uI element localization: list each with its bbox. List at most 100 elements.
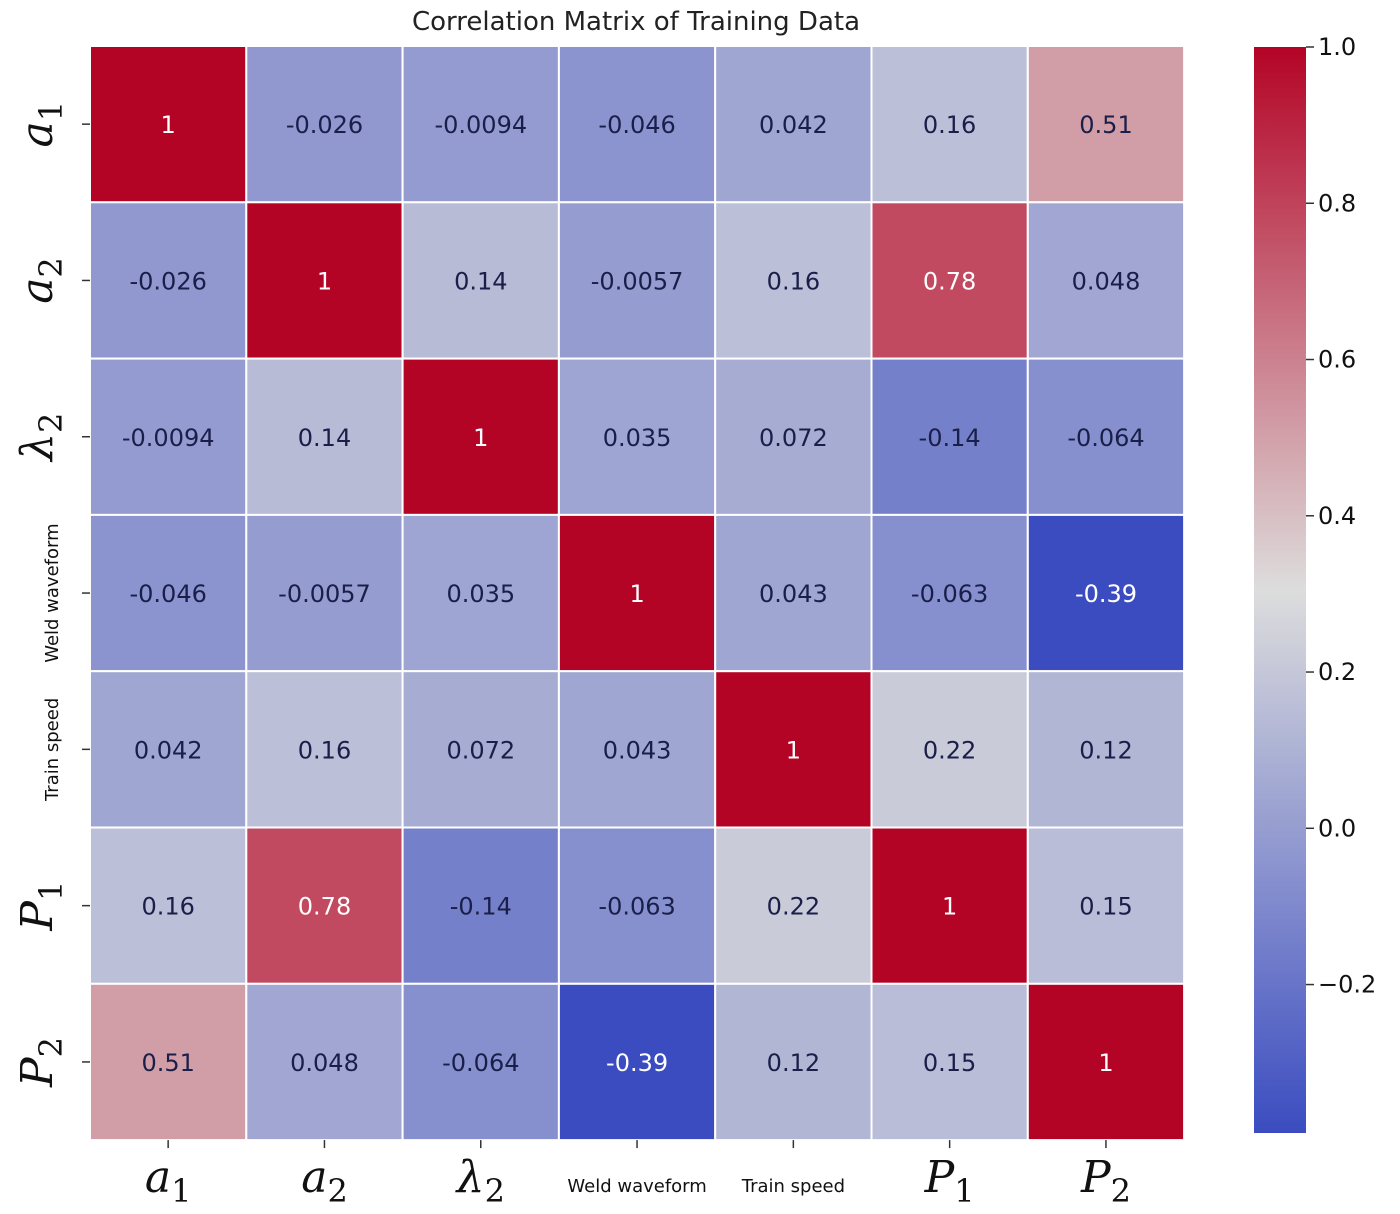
cell-value-label: 0.048: [1072, 268, 1141, 296]
y-axis-label: Train speed: [42, 698, 63, 802]
x-axis-label: Weld waveform: [567, 1176, 706, 1197]
heatmap-cell: [557, 45, 717, 204]
cell-value-label: -0.14: [450, 893, 512, 921]
heatmap-cell: [89, 670, 248, 829]
cell-value-label: 0.072: [446, 736, 515, 764]
y-axis-label: P1: [12, 881, 70, 932]
cell-value-label: 0.16: [767, 268, 820, 296]
cell-value-label: -0.0094: [122, 424, 215, 452]
heatmap-cell: [1026, 201, 1186, 360]
cell-value-label: 1: [161, 111, 176, 139]
colorbar-tick-label: 0.8: [1318, 189, 1356, 217]
cell-value-label: 0.51: [1079, 111, 1132, 139]
cell-value-label: 0.22: [767, 893, 820, 921]
cell-value-label: -0.026: [286, 111, 363, 139]
cell-value-label: 0.15: [923, 1049, 976, 1077]
cell-value-label: -0.0057: [591, 268, 684, 296]
heatmap-cell: [714, 982, 873, 1142]
colorbar-gradient: [1254, 47, 1306, 1133]
heatmap-cell: [1026, 670, 1186, 829]
heatmap-cell: [245, 826, 404, 985]
heatmap-cell: [557, 513, 717, 673]
colorbar-tick-label: 0.6: [1318, 346, 1356, 374]
heatmap-cell: [401, 670, 560, 829]
heatmap-cells: [89, 45, 1186, 1142]
heatmap-cell: [557, 826, 717, 985]
y-axis-label: a1: [12, 101, 70, 148]
heatmap-cell: [245, 513, 404, 673]
cell-value-label: -0.063: [598, 893, 675, 921]
cell-value-label: -0.046: [598, 111, 675, 139]
heatmap-cell: [870, 45, 1029, 204]
colorbar-tick-label: 0.2: [1318, 658, 1356, 686]
colorbar-tick-label: 1.0: [1318, 33, 1356, 61]
cell-value-label: 0.22: [923, 736, 976, 764]
heatmap-cell: [557, 357, 717, 516]
cell-value-label: -0.026: [130, 268, 207, 296]
heatmap-cell: [557, 982, 717, 1142]
x-axis-label: a1: [145, 1152, 192, 1210]
heatmap-cell: [1026, 513, 1186, 673]
cell-value-label: 0.51: [141, 1049, 194, 1077]
colorbar-tick-label: 0.0: [1318, 814, 1356, 842]
cell-value-label: -0.064: [1067, 424, 1144, 452]
cell-value-label: 0.035: [446, 580, 515, 608]
cell-value-label: 0.16: [923, 111, 976, 139]
heatmap-cell: [870, 982, 1029, 1142]
heatmap-cell: [401, 357, 560, 516]
heatmap-cell: [1026, 982, 1186, 1142]
cell-value-label: -0.14: [919, 424, 981, 452]
cell-value-label: 1: [786, 736, 801, 764]
cell-value-label: 0.16: [298, 736, 351, 764]
cell-value-label: -0.0094: [434, 111, 527, 139]
cell-value-label: -0.0057: [278, 580, 371, 608]
x-axis-label: Train speed: [741, 1176, 845, 1197]
cell-value-label: 0.048: [290, 1049, 359, 1077]
heatmap-cell: [245, 45, 404, 204]
heatmap-cell: [245, 357, 404, 516]
cell-value-label: 1: [473, 424, 488, 452]
cell-value-label: -0.39: [1075, 580, 1137, 608]
cell-value-label: -0.046: [130, 580, 207, 608]
chart-title: Correlation Matrix of Training Data: [412, 7, 860, 37]
cell-value-label: 0.042: [759, 111, 828, 139]
cell-value-label: 0.78: [298, 893, 351, 921]
y-axis-label: a2: [12, 257, 70, 304]
heatmap-cell: [1026, 826, 1186, 985]
x-axis-label: a2: [301, 1152, 348, 1210]
heatmap-cell: [714, 45, 873, 204]
heatmap-cell: [89, 982, 248, 1142]
colorbar-tick-label: 0.4: [1318, 502, 1356, 530]
heatmap-cell: [870, 357, 1029, 516]
cell-value-label: -0.39: [606, 1049, 668, 1077]
cell-value-label: 0.78: [923, 268, 976, 296]
y-axis-label: P2: [12, 1037, 70, 1088]
cell-value-label: 1: [317, 268, 332, 296]
cell-value-label: 1: [1098, 1049, 1113, 1077]
y-axis-label: λ2: [12, 413, 70, 463]
cell-value-label: 0.042: [134, 736, 203, 764]
cell-value-label: 0.15: [1079, 893, 1132, 921]
cell-value-label: 1: [942, 893, 957, 921]
cell-value-label: 0.16: [141, 893, 194, 921]
cell-value-label: -0.063: [911, 580, 988, 608]
cell-value-label: 0.12: [767, 1049, 820, 1077]
y-axis-label: Weld waveform: [42, 523, 63, 662]
heatmap-cell: [1026, 357, 1186, 516]
heatmap-cell: [89, 513, 248, 673]
heatmap-cell: [89, 45, 248, 204]
heatmap-cell: [401, 201, 560, 360]
cell-value-label: 0.14: [454, 268, 507, 296]
cell-value-label: -0.064: [442, 1049, 519, 1077]
heatmap-cell: [714, 357, 873, 516]
heatmap-cell: [714, 201, 873, 360]
heatmap-cell: [401, 982, 560, 1142]
x-axis-label: P1: [924, 1152, 975, 1210]
cell-value-label: 0.043: [759, 580, 828, 608]
y-axis: a1 a2 λ2 Weld waveform Train speed P1 P2: [12, 101, 90, 1088]
cell-value-label: 0.072: [759, 424, 828, 452]
heatmap-cell: [401, 45, 560, 204]
heatmap-cell: [714, 826, 873, 985]
x-axis-label: λ2: [455, 1152, 505, 1210]
